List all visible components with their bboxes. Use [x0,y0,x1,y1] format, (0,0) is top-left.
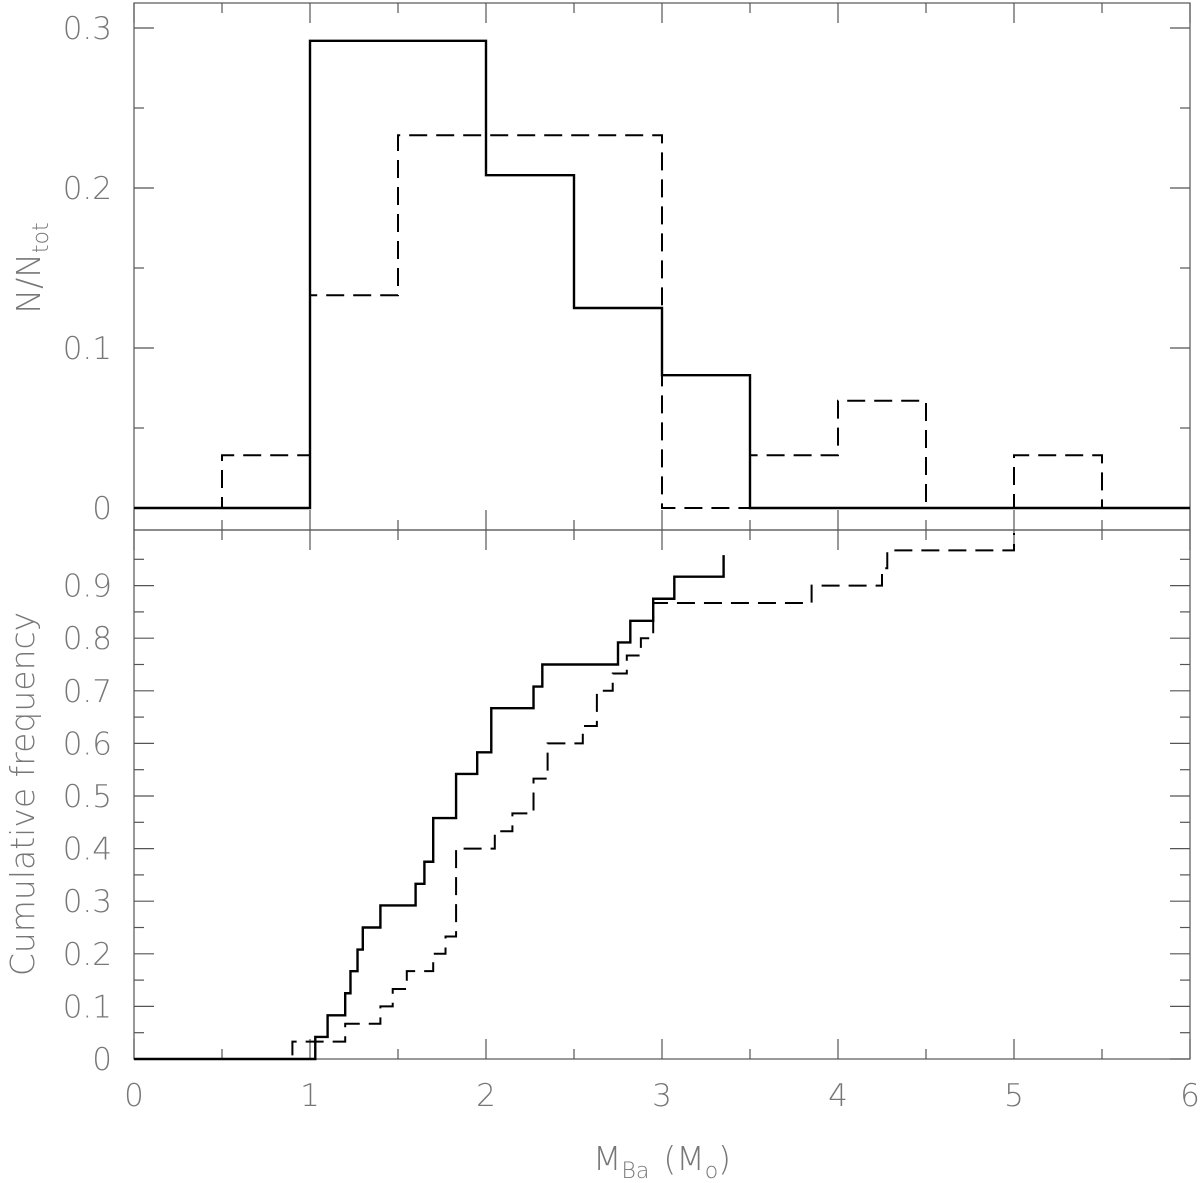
x-tick-label: 4 [828,1078,848,1114]
x-tick-label: 5 [1004,1078,1024,1114]
top-dashed-histogram [134,134,1190,509]
bottom-panel-ticks [133,530,1191,1060]
top-panel: 0 0.1 0.2 0.3 N/Ntot [9,2,1191,531]
top-panel-series [134,39,1190,510]
top-panel-ticks [133,3,1191,530]
x-tick-label: 2 [476,1078,496,1114]
top-y-tick-label: 0.3 [63,11,112,47]
bottom-y-tick-label: 0.7 [63,674,112,710]
x-axis-label-unit-sub: o [705,1159,718,1183]
x-tick-label: 0 [124,1078,144,1114]
x-tick-label: 3 [652,1078,672,1114]
bottom-panel: 0 0.1 0.2 0.3 0.4 0.5 0.6 0.7 0.8 0.9 0 1 2 3 4 5 6 Cum… [3,529,1200,1183]
bottom-y-tick-label: 0.2 [63,937,112,973]
bottom-y-tick-label: 0.6 [63,726,112,762]
bottom-y-tick-label: 0 [92,1042,112,1078]
top-y-axis-label-sub: tot [29,222,54,253]
top-y-axis-label: N/Ntot [9,222,54,313]
x-axis-label-sub: Ba [621,1159,649,1183]
x-axis-label-unit-close: ) [718,1139,731,1178]
x-axis-label-main: M [593,1139,621,1178]
bottom-y-axis-label: Cumulative frequency [3,612,42,976]
top-panel-y-tick-labels: 0 0.1 0.2 0.3 [63,11,112,527]
top-y-tick-label: 0 [92,491,112,527]
bottom-panel-x-tick-labels: 0 1 2 3 4 5 6 [124,1078,1200,1114]
bottom-dashed-cdf [134,533,1015,1060]
top-y-tick-label: 0.2 [63,171,112,207]
bottom-y-tick-label: 0.4 [63,832,112,868]
bottom-y-tick-label: 0.9 [63,569,112,605]
bottom-solid-cdf [134,555,725,1061]
x-axis-label: MBa (Mo) [593,1139,731,1183]
bottom-y-tick-label: 0.5 [63,779,112,815]
bottom-y-tick-label: 0.3 [63,884,112,920]
x-tick-label: 6 [1180,1078,1200,1114]
bottom-y-tick-label: 0.8 [63,621,112,657]
bottom-panel-y-tick-labels: 0 0.1 0.2 0.3 0.4 0.5 0.6 0.7 0.8 0.9 [63,569,112,1078]
top-y-tick-label: 0.1 [63,331,112,367]
bottom-panel-frame [133,529,1191,1060]
x-tick-label: 1 [300,1078,320,1114]
bottom-y-tick-label: 0.1 [63,989,112,1025]
top-y-axis-label-main: N/N [9,253,48,314]
x-axis-label-unit-open: (M [663,1139,704,1178]
bottom-panel-series [134,533,1015,1061]
